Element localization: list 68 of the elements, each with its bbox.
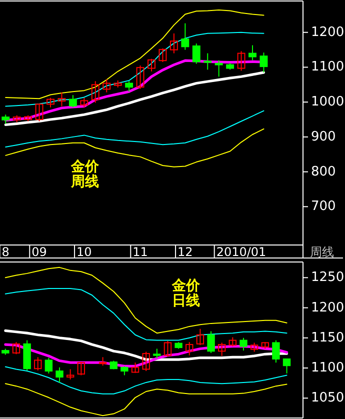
candlestick [164, 340, 172, 358]
candlestick [192, 43, 200, 64]
candlestick [142, 351, 150, 372]
candlestick [240, 337, 248, 352]
candlestick [181, 22, 190, 50]
y-tick-label: 1150 [311, 330, 344, 346]
candlestick [46, 97, 54, 108]
candlestick [248, 44, 256, 61]
y-tick-label: 1200 [311, 24, 344, 40]
annotation: 金价周线 [70, 159, 100, 190]
candlestick [204, 52, 212, 70]
candlestick [102, 78, 111, 93]
candlestick [77, 361, 86, 376]
candlestick [196, 328, 204, 346]
y-tick-label: 1000 [311, 94, 344, 110]
candlestick [186, 342, 194, 356]
candlestick [44, 357, 53, 374]
x-tick-label: 2010/01 [216, 245, 266, 259]
candlestick [250, 342, 258, 352]
candlestick [12, 342, 20, 355]
candlestick [120, 366, 128, 376]
candlestick [272, 340, 280, 364]
candlestick [218, 342, 226, 356]
x-tick-label: 8 [2, 245, 10, 259]
x-tick-label: 10 [76, 245, 92, 259]
y-tick-label: 900 [311, 129, 336, 144]
candlestick [214, 60, 223, 78]
x-tick-label: 09 [32, 245, 47, 259]
text: 周线 [310, 245, 334, 259]
y-tick-label: 800 [311, 164, 336, 180]
annotation: 金价日线 [171, 278, 201, 309]
candlestick [136, 64, 144, 90]
line-series [4, 266, 288, 334]
candlestick [2, 114, 10, 124]
candlestick [228, 336, 237, 347]
candlestick [35, 102, 44, 122]
candlestick [207, 330, 215, 354]
y-tick-label: 1100 [311, 60, 344, 75]
y-tick-label: 1100 [311, 360, 344, 376]
line-series [5, 110, 264, 148]
line-series [4, 366, 288, 394]
candlestick [34, 356, 42, 371]
candlestick [260, 52, 268, 73]
candlestick [80, 97, 88, 108]
candlestick [170, 32, 178, 54]
line-series [4, 71, 266, 126]
line-series [5, 32, 264, 107]
candlestick [237, 50, 246, 72]
line-series [5, 10, 264, 100]
x-tick-label: 12 [178, 245, 193, 259]
y-tick-label: 1050 [311, 390, 344, 406]
candlestick [91, 80, 100, 104]
candlestick [66, 368, 74, 380]
candlestick [58, 92, 66, 107]
x-tick-label: 11 [132, 245, 148, 259]
y-tick-label: 1200 [311, 300, 344, 316]
y-tick-label: 700 [311, 199, 336, 214]
candlestick [68, 94, 77, 108]
candlestick [148, 58, 156, 72]
candlestick [158, 48, 167, 62]
y-tick-label: 1250 [311, 270, 344, 286]
candlestick [282, 358, 291, 374]
candlestick [125, 80, 134, 92]
candlestick [131, 362, 140, 374]
candlestick [153, 348, 161, 359]
candlestick [56, 366, 64, 383]
line-series [4, 329, 288, 361]
line-series [4, 383, 288, 416]
